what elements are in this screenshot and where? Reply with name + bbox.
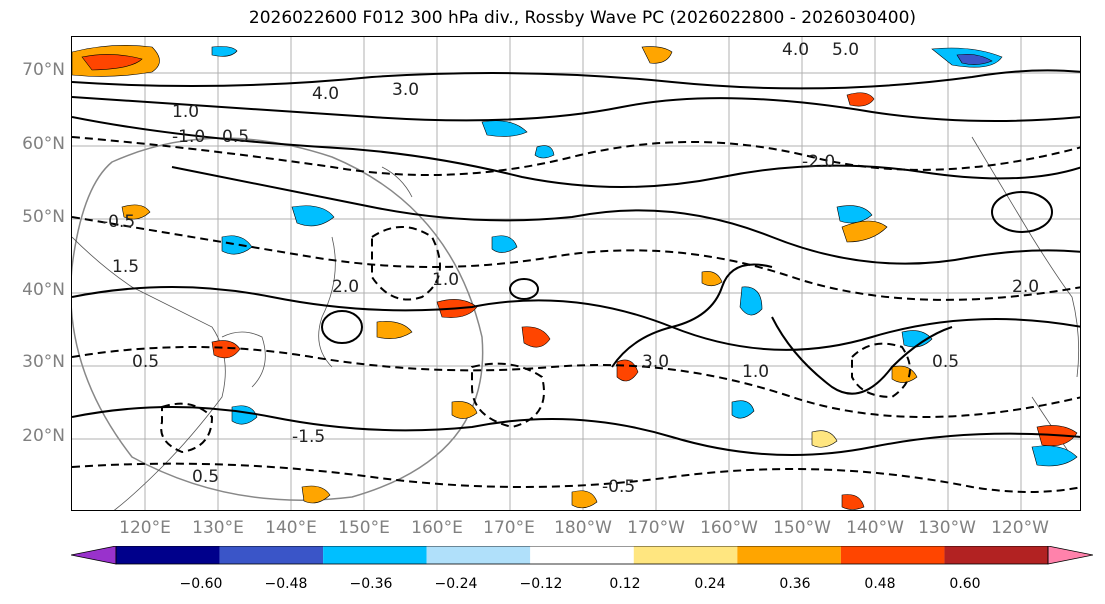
- contour-label: -0.5: [602, 477, 635, 497]
- lon-label-140e: 140°E: [265, 518, 317, 538]
- colorbar: [71, 546, 1093, 565]
- lat-label-50n: 50°N: [22, 207, 65, 227]
- colorbar-segment: [426, 546, 531, 564]
- contour-label: 1.0: [742, 362, 769, 382]
- contour-lines-solid: [72, 69, 1080, 456]
- lon-label-170w: 170°W: [627, 518, 685, 538]
- contour-lines-dashed: [72, 136, 1080, 493]
- graticule: [72, 37, 1080, 510]
- contour-label: 4.0: [782, 40, 809, 60]
- colorbar-segment: [737, 546, 841, 564]
- contour-label: 0.5: [932, 352, 959, 372]
- colorbar-tick: −0.48: [264, 576, 308, 592]
- contour-label: 0.5: [132, 352, 159, 372]
- lon-label-150w: 150°W: [773, 518, 831, 538]
- lon-label-150e: 150°E: [338, 518, 390, 538]
- colorbar-segment: [323, 546, 427, 564]
- colorbar-tick: −0.36: [349, 576, 393, 592]
- map-canvas: 4.0 5.0 3.0 4.0 1.0 0.5 -2.0 -1.0 -0.5 1…: [72, 37, 1080, 510]
- colorbar-outline: [115, 546, 1049, 565]
- colorbar-tick: −0.12: [519, 576, 563, 592]
- colorbar-segment: [116, 546, 220, 564]
- contour-label: -2.0: [802, 152, 835, 172]
- lon-label-120w: 120°W: [991, 518, 1049, 538]
- lon-label-130w: 130°W: [918, 518, 976, 538]
- colorbar-tick: −0.24: [434, 576, 478, 592]
- contour-label: 2.0: [332, 277, 359, 297]
- colorbar-segment: [633, 546, 738, 564]
- colorbar-tick: 0.36: [779, 576, 811, 592]
- contour-label: 4.0: [312, 84, 339, 104]
- lon-label-160w: 160°W: [700, 518, 758, 538]
- region-circle: [72, 137, 484, 501]
- divergence-shading: [72, 45, 1078, 510]
- contour-label: 0.5: [222, 127, 249, 147]
- colorbar-tick: 0.24: [694, 576, 726, 592]
- colorbar-tick: 0.60: [949, 576, 981, 592]
- lon-label-140w: 140°W: [846, 518, 904, 538]
- contour-label: -1.0: [172, 127, 205, 147]
- contour-label: -1.5: [292, 427, 325, 447]
- lon-label-170e: 170°E: [483, 518, 535, 538]
- colorbar-segment: [530, 546, 634, 564]
- colorbar-tick: 0.12: [609, 576, 641, 592]
- colorbar-segment: [71, 546, 117, 565]
- contour-labels: 4.0 5.0 3.0 4.0 1.0 0.5 -2.0 -1.0 -0.5 1…: [102, 40, 1039, 497]
- lat-label-40n: 40°N: [22, 280, 65, 300]
- colorbar-segment: [840, 546, 945, 564]
- lat-label-20n: 20°N: [22, 426, 65, 446]
- contour-label: 1.0: [172, 102, 199, 122]
- lat-label-70n: 70°N: [22, 60, 65, 80]
- contour-label: -0.5: [102, 212, 135, 232]
- colorbar-tick: 0.48: [864, 576, 896, 592]
- map-panel: 4.0 5.0 3.0 4.0 1.0 0.5 -2.0 -1.0 -0.5 1…: [71, 36, 1081, 511]
- lon-label-130e: 130°E: [192, 518, 244, 538]
- map-title: 2026022600 F012 300 hPa div., Rossby Wav…: [248, 8, 917, 28]
- lon-label-180w: 180°W: [554, 518, 612, 538]
- colorbar-tick: −0.60: [179, 576, 223, 592]
- lon-label-160e: 160°E: [411, 518, 463, 538]
- contour-label: 0.5: [192, 467, 219, 487]
- colorbar-segment: [1047, 546, 1093, 565]
- colorbar-segment: [219, 546, 324, 564]
- lat-label-30n: 30°N: [22, 352, 65, 372]
- contour-label: 2.0: [1012, 277, 1039, 297]
- colorbar-segment: [944, 546, 1048, 564]
- contour-label: 1.5: [112, 257, 139, 277]
- lat-label-60n: 60°N: [22, 134, 65, 154]
- contour-label: 5.0: [832, 40, 859, 60]
- contour-label: 1.0: [432, 270, 459, 290]
- contour-label: 3.0: [392, 80, 419, 100]
- contour-label: 3.0: [642, 352, 669, 372]
- lon-label-120e: 120°E: [119, 518, 171, 538]
